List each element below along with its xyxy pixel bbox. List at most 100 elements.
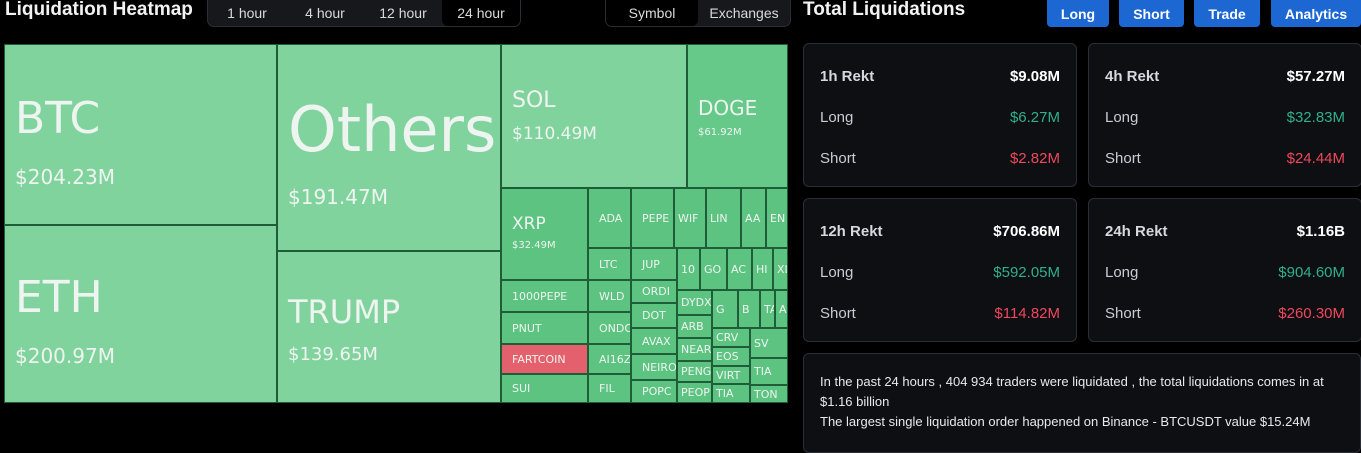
tile-symbol: GO <box>704 262 722 276</box>
card-row: 12h Rekt $706.86M <box>820 223 1060 240</box>
tile-symbol: EOS <box>716 350 739 363</box>
time-tab[interactable]: 24 hour <box>442 0 520 26</box>
group-tab[interactable]: Symbol <box>606 0 698 26</box>
card-row: Short $2.82M <box>820 150 1060 167</box>
heatmap-tile[interactable]: LIN <box>706 188 741 248</box>
tile-symbol: TIA <box>716 387 734 400</box>
heatmap-tile[interactable]: PEPE <box>631 188 674 248</box>
heatmap-tile[interactable]: GO <box>700 248 727 290</box>
heatmap-tile[interactable]: 10 <box>677 248 700 290</box>
tile-symbol: WLD <box>599 289 625 303</box>
summary-text: In the past 24 hours , 404 934 traders w… <box>820 374 1324 409</box>
heatmap-tile[interactable]: TIA <box>712 384 750 403</box>
tile-symbol: XL <box>777 262 787 276</box>
heatmap-tile[interactable]: DOT <box>631 303 677 328</box>
heatmap-tile[interactable]: WIF <box>674 188 706 248</box>
heatmap-tile[interactable]: SV <box>750 328 788 358</box>
heatmap-tile[interactable]: CRV <box>712 328 750 347</box>
heatmap-tile[interactable]: FARTCOIN <box>501 344 588 374</box>
tile-symbol: G <box>716 302 725 316</box>
heatmap-tile[interactable]: AI16Z <box>588 344 631 374</box>
trade-button[interactable]: Trade <box>1194 0 1260 27</box>
group-tab[interactable]: Exchanges <box>709 5 779 21</box>
heatmap-tile[interactable]: Others $191.47M <box>277 44 501 251</box>
card-value: $592.05M <box>993 264 1060 281</box>
heatmap-tile[interactable]: EN <box>766 188 788 248</box>
heatmap-tile[interactable]: VIRT <box>712 366 750 384</box>
tile-symbol: Others <box>288 93 497 166</box>
heatmap-tile[interactable]: A <box>775 290 788 328</box>
time-tabs: 1 hour 4 hour 12 hour 24 hour <box>207 0 521 27</box>
heatmap-tile[interactable]: EOS <box>712 347 750 366</box>
heatmap-tile[interactable]: B <box>738 290 760 328</box>
rekt-card: 24h Rekt $1.16B Long $904.60M Short $260.30M <box>1088 198 1361 342</box>
tile-value: $200.97M <box>15 344 115 368</box>
heatmap-tile[interactable]: WLD <box>588 280 631 312</box>
heatmap-tile[interactable]: ADA <box>588 188 631 248</box>
time-tab[interactable]: 12 hour <box>379 5 427 21</box>
card-value: $706.86M <box>993 223 1060 240</box>
card-label: Short <box>820 150 856 167</box>
heatmap-tile[interactable]: AC <box>727 248 752 290</box>
heatmap-tile[interactable]: JUP <box>631 248 677 280</box>
heatmap-tile[interactable]: NEAR <box>677 338 712 361</box>
time-tab[interactable]: 4 hour <box>305 5 345 21</box>
tile-symbol: ARB <box>681 320 704 333</box>
tile-symbol: EN <box>770 211 786 225</box>
card-label: 4h Rekt <box>1105 68 1160 85</box>
card-label: 12h Rekt <box>820 223 883 240</box>
heatmap-tile[interactable]: DOGE $61.92M <box>687 44 788 188</box>
heatmap-tile[interactable]: G <box>712 290 738 328</box>
analytics-button[interactable]: Analytics <box>1271 0 1361 27</box>
heatmap-tile[interactable]: SOL $110.49M <box>501 44 687 188</box>
card-value: $9.08M <box>1009 68 1060 85</box>
heatmap-tile[interactable]: XRP $32.49M <box>501 188 588 280</box>
long-button[interactable]: Long <box>1047 0 1109 27</box>
short-button[interactable]: Short <box>1119 0 1184 27</box>
heatmap-tile[interactable]: ORDI <box>631 280 677 303</box>
heatmap-tile[interactable]: PNUT <box>501 312 588 344</box>
heatmap-tile[interactable]: HI <box>752 248 773 290</box>
heatmap-tile[interactable]: ONDO <box>588 312 631 344</box>
time-tab[interactable]: 1 hour <box>227 5 267 21</box>
tile-symbol: CRV <box>716 331 739 344</box>
card-value: $1.16B <box>1296 223 1345 240</box>
tile-symbol: PEOP <box>681 386 710 399</box>
heatmap-tile[interactable]: LTC <box>588 248 631 280</box>
heatmap-tile[interactable]: TON <box>750 385 788 403</box>
heatmap-tile[interactable]: AVAX <box>631 328 677 354</box>
heatmap-tile[interactable]: PEOP <box>677 382 712 403</box>
summary-box: In the past 24 hours , 404 934 traders w… <box>803 353 1361 453</box>
card-value: $57.27M <box>1286 68 1345 85</box>
tile-symbol: TON <box>754 387 778 401</box>
card-row: 24h Rekt $1.16B <box>1105 223 1345 240</box>
heatmap-tile[interactable]: TIA <box>750 358 788 385</box>
card-label: Long <box>820 264 854 281</box>
tile-symbol: VIRT <box>716 368 741 382</box>
tile-symbol: AVAX <box>642 334 671 348</box>
tile-symbol: ONDO <box>599 321 631 335</box>
card-label: Long <box>1105 264 1139 281</box>
heatmap-tile[interactable]: PENG <box>677 361 712 382</box>
tile-symbol: PNUT <box>512 321 542 335</box>
heatmap-tile[interactable]: BTC $204.23M <box>4 44 277 225</box>
tile-symbol: ETH <box>15 272 103 323</box>
heatmap-tile[interactable]: TRUMP $139.65M <box>277 251 501 403</box>
tile-value: $110.49M <box>512 124 597 144</box>
heatmap-tile[interactable]: ARB <box>677 315 712 338</box>
tile-symbol: DYDX <box>681 296 712 309</box>
tile-symbol: AA <box>745 211 761 225</box>
heatmap-tile[interactable]: SUI <box>501 374 588 403</box>
heatmap-tile[interactable]: TA <box>760 290 775 328</box>
heatmap-tile[interactable]: AA <box>741 188 766 248</box>
heatmap-tile[interactable]: FIL <box>588 374 631 403</box>
heatmap-tile[interactable]: DYDX <box>677 290 712 315</box>
tile-symbol: PENG <box>681 365 712 378</box>
tile-symbol: DOT <box>642 309 666 322</box>
heatmap-tile[interactable]: XL <box>773 248 788 290</box>
tile-symbol: AC <box>731 262 747 276</box>
heatmap-tile[interactable]: NEIRO <box>631 354 677 380</box>
heatmap-tile[interactable]: ETH $200.97M <box>4 225 277 403</box>
heatmap-tile[interactable]: POPC <box>631 380 677 403</box>
heatmap-tile[interactable]: 1000PEPE <box>501 280 588 312</box>
